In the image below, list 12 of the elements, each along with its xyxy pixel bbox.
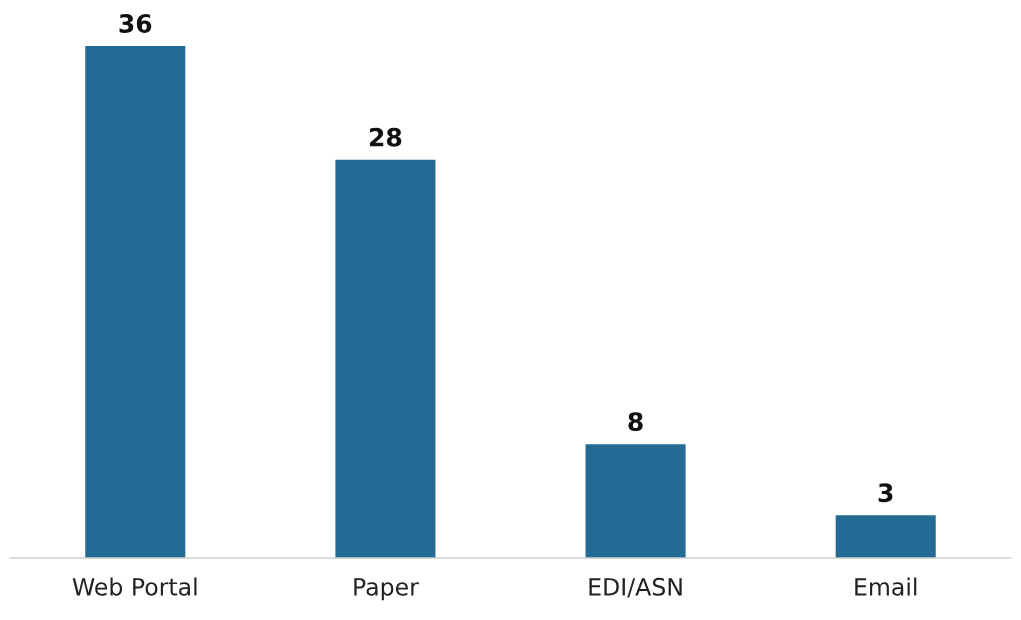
data-label: 36 — [119, 13, 152, 33]
bar — [585, 444, 686, 558]
x-tick-label: EDI/ASN — [589, 577, 682, 598]
data-label: 3 — [878, 483, 893, 503]
bar — [835, 515, 936, 558]
bar — [335, 159, 436, 558]
x-tick-label: Web Portal — [72, 577, 197, 596]
data-label: 28 — [370, 127, 402, 147]
bar — [85, 46, 186, 558]
data-label: 8 — [628, 412, 643, 432]
x-tick-label: Email — [855, 577, 917, 596]
x-tick-label: Paper — [354, 578, 419, 601]
